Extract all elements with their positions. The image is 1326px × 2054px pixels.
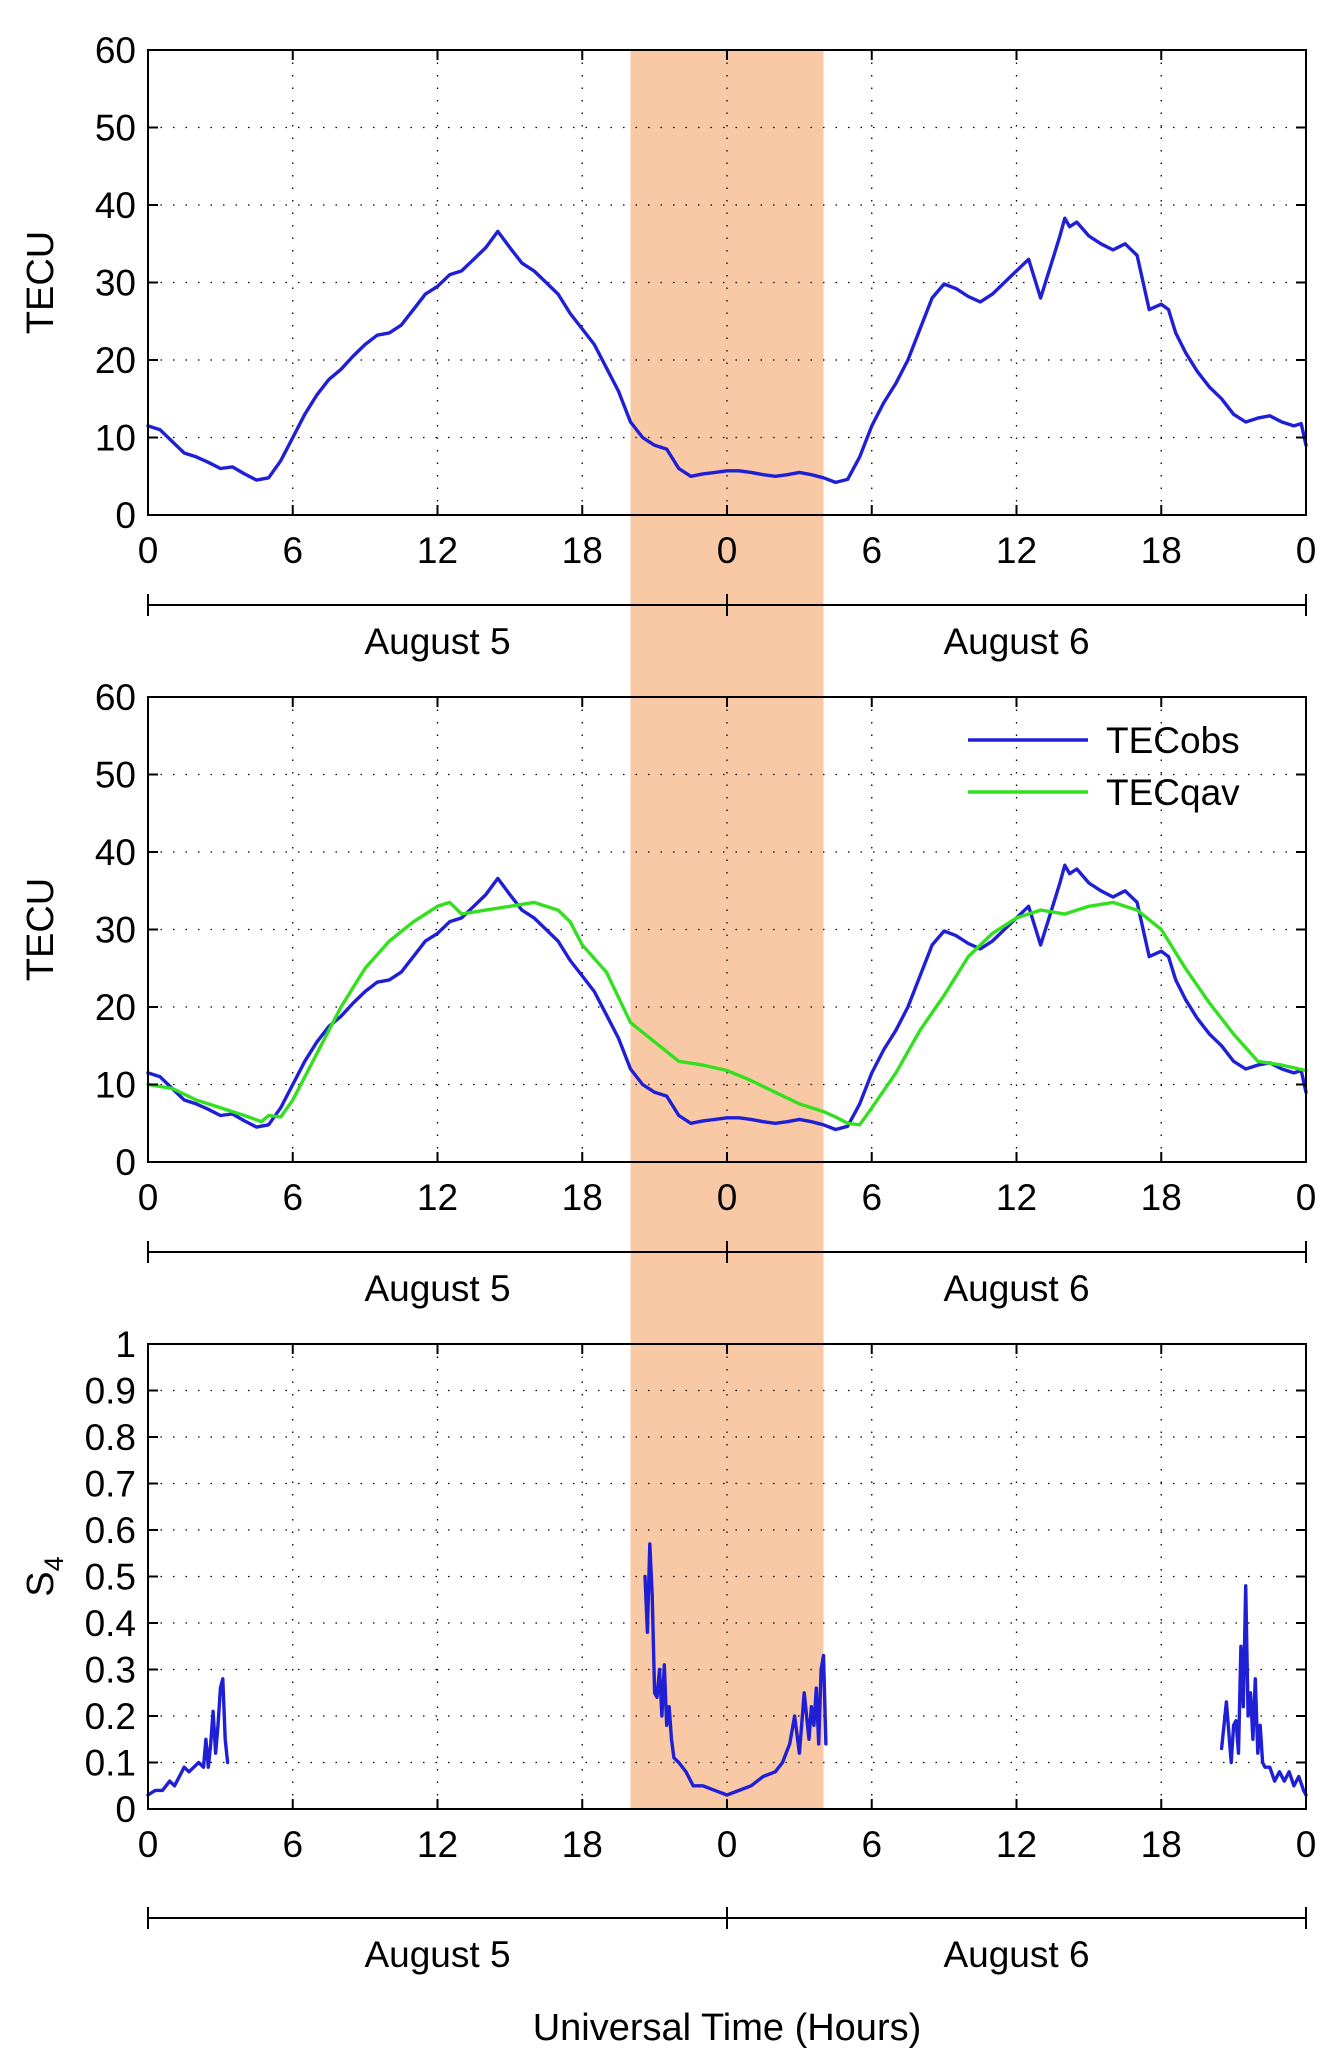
series-line-tecqav xyxy=(146,900,1308,1127)
x-tick-label: 18 xyxy=(1141,530,1182,571)
y-tick-label: 10 xyxy=(95,418,136,459)
x-tick-label: 12 xyxy=(996,1177,1037,1218)
x-tick-label: 18 xyxy=(1141,1177,1182,1218)
x-tick-label: 0 xyxy=(717,1824,738,1865)
y-tick-label: 40 xyxy=(95,832,136,873)
y-tick-label: 0 xyxy=(115,495,136,536)
x-tick-label: 0 xyxy=(1296,1177,1317,1218)
day-label: August 5 xyxy=(364,1934,510,1975)
panel-tec-observed: 0 10 20 30 40 50 60 0 6 12 18 0 6 12 18 0 August 5 August… xyxy=(20,30,1316,662)
y-tick-label: 0.6 xyxy=(85,1510,136,1551)
series-line-s4 xyxy=(643,1542,828,1797)
x-tick-label: 12 xyxy=(417,530,458,571)
y-tick-label: 0.4 xyxy=(85,1603,136,1644)
y-axis-label: TECU xyxy=(20,878,62,981)
day-label: August 5 xyxy=(364,1268,510,1309)
y-tick-label: 0 xyxy=(115,1789,136,1830)
y-tick-label: 1 xyxy=(115,1324,136,1365)
y-tick-label: 0.3 xyxy=(85,1650,136,1691)
y-axis-label: TECU xyxy=(20,231,62,334)
x-tick-label: 0 xyxy=(1296,530,1317,571)
legend-label: TECobs xyxy=(1106,720,1240,761)
day-label: August 6 xyxy=(943,1934,1089,1975)
y-tick-label: 30 xyxy=(95,263,136,304)
x-tick-label: 0 xyxy=(717,1177,738,1218)
y-tick-label: 20 xyxy=(95,340,136,381)
x-tick-label: 12 xyxy=(417,1824,458,1865)
day-label: August 5 xyxy=(364,621,510,662)
x-tick-label: 0 xyxy=(717,530,738,571)
y-tick-label: 0 xyxy=(115,1142,136,1183)
day-label: August 6 xyxy=(943,1268,1089,1309)
panel-tec-comparison: 0 10 20 30 40 50 60 0 6 12 18 0 6 12 18 0 August 5 August… xyxy=(20,677,1316,1309)
x-tick-label: 12 xyxy=(996,1824,1037,1865)
y-tick-label: 60 xyxy=(95,677,136,718)
y-axis-label: S4 xyxy=(20,1556,69,1596)
x-tick-label: 6 xyxy=(282,1177,303,1218)
y-tick-label: 30 xyxy=(95,910,136,951)
x-tick-label: 0 xyxy=(138,1177,159,1218)
x-tick-label: 6 xyxy=(282,530,303,571)
y-tick-label: 50 xyxy=(95,755,136,796)
x-tick-label: 6 xyxy=(282,1824,303,1865)
series-line-tecobs xyxy=(146,216,1308,485)
y-tick-label: 50 xyxy=(95,108,136,149)
day-label: August 6 xyxy=(943,621,1089,662)
x-tick-label: 0 xyxy=(138,530,159,571)
y-tick-label: 0.2 xyxy=(85,1696,136,1737)
x-tick-label: 0 xyxy=(138,1824,159,1865)
x-tick-label: 18 xyxy=(562,1824,603,1865)
y-tick-label: 10 xyxy=(95,1065,136,1106)
x-tick-label: 6 xyxy=(861,1177,882,1218)
y-tick-label: 0.8 xyxy=(85,1417,136,1458)
x-tick-label: 18 xyxy=(562,530,603,571)
y-tick-label: 0.5 xyxy=(85,1557,136,1598)
x-tick-label: 18 xyxy=(562,1177,603,1218)
x-tick-label: 6 xyxy=(861,1824,882,1865)
series-line-tecobs xyxy=(146,863,1308,1132)
x-tick-label: 12 xyxy=(417,1177,458,1218)
y-tick-label: 0.7 xyxy=(85,1464,136,1505)
y-tick-label: 20 xyxy=(95,987,136,1028)
x-tick-label: 6 xyxy=(861,530,882,571)
y-tick-label: 40 xyxy=(95,185,136,226)
panel-s4-index: 00.10.20.30.40.50.60.70.80.910 6 12 18 0 6 12 1… xyxy=(20,1324,1316,1975)
x-tick-label: 12 xyxy=(996,530,1037,571)
y-axis-label-main: S xyxy=(20,1571,62,1596)
x-tick-label: 0 xyxy=(1296,1824,1317,1865)
legend-label: TECqav xyxy=(1106,772,1240,813)
y-tick-label: 0.9 xyxy=(85,1371,136,1412)
series-line-s4 xyxy=(1219,1584,1308,1797)
series-line-s4 xyxy=(146,1677,230,1797)
x-axis-label: Universal Time (Hours) xyxy=(533,2007,922,2049)
x-tick-label: 18 xyxy=(1141,1824,1182,1865)
y-tick-label: 60 xyxy=(95,30,136,71)
y-axis-label-subscript: 4 xyxy=(39,1556,69,1571)
shaded-interval-panel-2 xyxy=(630,1344,824,1809)
y-tick-label: 0.1 xyxy=(85,1743,136,1784)
